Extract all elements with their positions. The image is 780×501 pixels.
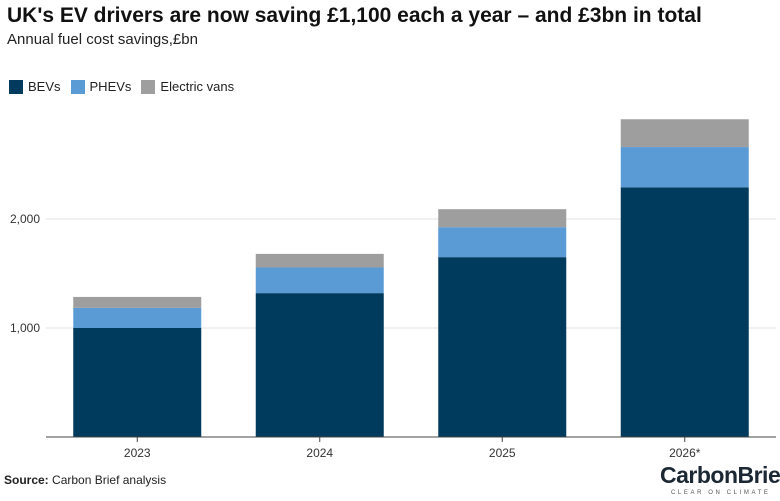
legend-label-bevs: BEVs <box>28 79 61 94</box>
bar-bevs-2024 <box>255 293 384 437</box>
y-tick-label: 2,000 <box>10 212 40 226</box>
legend-item-bevs: BEVs <box>9 79 61 94</box>
legend-swatch-vans <box>141 79 156 94</box>
legend-label-phevs: PHEVs <box>89 79 132 94</box>
source-note: Source: Carbon Brief analysis <box>4 473 166 487</box>
bar-bevs-2025 <box>438 257 567 437</box>
chart-subtitle: Annual fuel cost savings,£bn <box>7 31 198 48</box>
logo-tagline: CLEAR ON CLIMATE <box>671 490 771 496</box>
bar-phevs-2023 <box>73 307 202 328</box>
bars-layer <box>73 119 749 437</box>
legend-label-vans: Electric vans <box>160 79 235 94</box>
chart-title: UK's EV drivers are now saving £1,100 ea… <box>7 4 702 27</box>
legend-item-phevs: PHEVs <box>70 79 132 94</box>
bar-vans-2026 <box>620 119 749 148</box>
bar-bevs-2026 <box>620 187 749 437</box>
x-tick-label: 2025 <box>489 446 516 460</box>
y-tick-label: 1,000 <box>10 321 40 335</box>
source-label: Source: <box>4 473 49 487</box>
bar-phevs-2024 <box>255 267 384 294</box>
bar-bevs-2023 <box>73 328 202 437</box>
bar-vans-2023 <box>73 296 202 308</box>
bar-phevs-2025 <box>438 227 567 258</box>
x-tick-label: 2026* <box>669 446 701 460</box>
bar-vans-2025 <box>438 209 567 228</box>
legend-swatch-bevs <box>9 79 23 94</box>
legend-item-vans: Electric vans <box>141 79 234 94</box>
bar-vans-2024 <box>255 253 384 268</box>
axis-layer: 1,000 2,000 2023 2024 2025 2026* <box>10 212 776 460</box>
x-tick-label: 2023 <box>124 446 151 460</box>
source-text: Carbon Brief analysis <box>52 473 167 487</box>
legend-swatch-phevs <box>70 79 85 94</box>
bar-phevs-2026 <box>620 147 749 188</box>
carbon-brief-logo: CarbonBrief <box>660 462 780 488</box>
legend: BEVs PHEVs Electric vans <box>9 79 244 94</box>
x-tick-label: 2024 <box>306 446 333 460</box>
